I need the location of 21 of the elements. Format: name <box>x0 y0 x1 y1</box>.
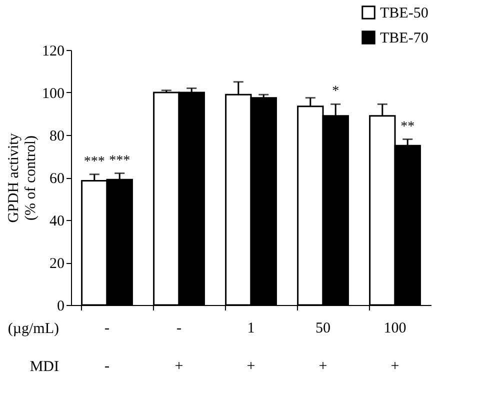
data-label: *** <box>109 153 130 168</box>
data-label: *** <box>84 154 105 170</box>
y-tick-label: 120 <box>42 44 64 60</box>
data-label: ** <box>400 119 415 134</box>
category-label: 100 + <box>384 320 406 374</box>
y-axis-title: GPDH activity (% of control) <box>6 132 39 223</box>
legend-label: TBE-50 <box>380 6 428 22</box>
category-label: 50 + <box>316 320 330 374</box>
category-label: - + <box>174 320 184 374</box>
text: (µg/mL) <box>8 321 59 337</box>
y-tick-label: 100 <box>42 86 64 102</box>
y-tick-label: 80 <box>50 128 64 144</box>
text: MDI <box>30 359 59 375</box>
category-label: - - <box>104 320 110 374</box>
data-label: * <box>332 84 340 100</box>
category-label: 1 + <box>246 320 256 374</box>
legend-label: TBE-70 <box>380 30 428 46</box>
y-tick-label: 20 <box>50 256 64 272</box>
y-tick-label: 40 <box>50 214 64 230</box>
y-tick-label: 0 <box>57 298 64 314</box>
y-tick-label: 60 <box>50 171 64 187</box>
